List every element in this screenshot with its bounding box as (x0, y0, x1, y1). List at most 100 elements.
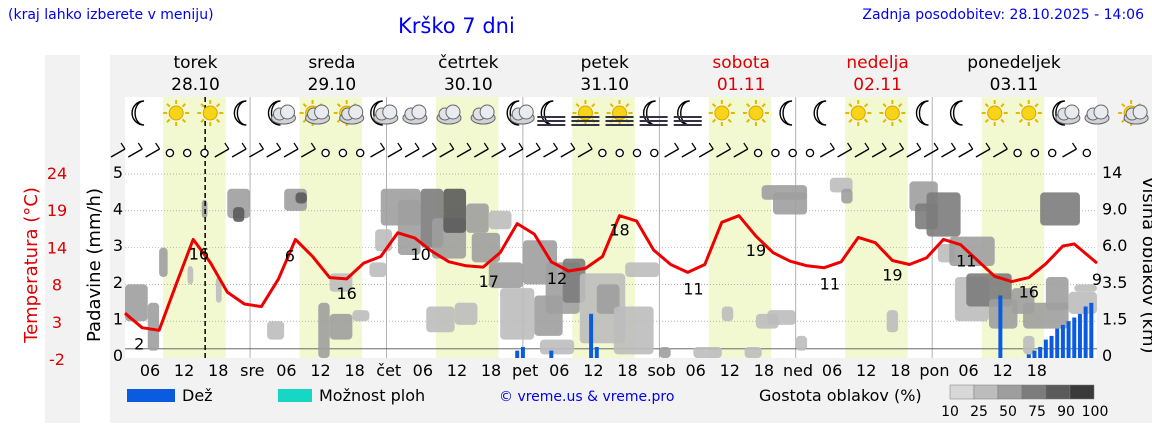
day-name: sreda (308, 53, 355, 73)
y-left-tick: 24 (47, 164, 67, 183)
menu-hint[interactable]: (kraj lahko izberete v meniju) (8, 7, 214, 23)
y-precip-axis-label: Padavine (mm/h) (84, 188, 105, 342)
cloud-shape (445, 104, 461, 120)
wind-barb-icon (975, 148, 991, 158)
wind-barb-icon (1072, 142, 1077, 150)
wind-barb-icon (276, 142, 282, 150)
y-precip-tick: 3 (113, 236, 123, 255)
wind-barb-icon (370, 148, 385, 158)
y-right-axis-label: Višina oblakov (km) (1138, 176, 1152, 353)
cloud-density-block (596, 284, 620, 314)
wind-barb-icon (300, 148, 316, 158)
sun-ray (166, 118, 171, 123)
wind-barb-icon (266, 148, 282, 158)
shower-legend-swatch (278, 389, 312, 402)
wind-barb-icon (110, 148, 126, 158)
wind-calm-icon (805, 148, 815, 158)
density-legend-tick: 100 (1082, 404, 1109, 420)
x-tick-label: 06 (140, 361, 160, 380)
wind-barb-icon (145, 148, 160, 158)
wind-barb-icon (906, 148, 922, 158)
sun-disc (884, 105, 900, 121)
x-tick-label: 06 (549, 361, 569, 380)
wind-barb-icon (847, 142, 853, 150)
wind-barb-icon (992, 148, 1008, 158)
temperature-point-label: 12 (547, 269, 567, 288)
wind-barb-icon (439, 148, 455, 158)
cloud-density-block (744, 346, 762, 358)
wind-barb-icon (889, 148, 904, 158)
temperature-point-label: 11 (683, 279, 703, 298)
wind-barb-icon (941, 148, 956, 158)
rain-legend-label: Dež (182, 386, 213, 405)
x-tick-label: 12 (720, 361, 740, 380)
cloud-density-block (397, 199, 421, 255)
sun-ray (848, 118, 853, 123)
x-tick-label: ned (783, 361, 813, 380)
wind-barb-icon (543, 148, 558, 158)
cloud-density-block (201, 199, 208, 219)
cloud-density-block (795, 335, 808, 351)
wind-barb-icon (864, 142, 870, 150)
wind-barb-icon (414, 142, 420, 150)
wind-barb-icon (716, 148, 731, 158)
wind-calm-icon (1082, 148, 1092, 158)
wind-calm-icon (615, 148, 624, 158)
x-tick-label: 18 (344, 361, 364, 380)
wind-barb-icon (1002, 142, 1008, 150)
x-tick-label: 06 (276, 361, 296, 380)
wind-barb-icon (871, 148, 887, 158)
wind-barb-icon (743, 142, 749, 150)
sun-icon (879, 100, 906, 126)
wind-barb-icon (577, 148, 593, 158)
sun-cloud-icon (299, 100, 331, 126)
sun-ray (609, 103, 614, 108)
wind-calm-icon (338, 148, 348, 158)
cloud-density-block (267, 321, 285, 340)
day-date: 30.10 (444, 75, 493, 95)
daytime-band (299, 97, 363, 358)
wind-barb-icon (120, 142, 126, 150)
y-left-tick: 19 (47, 201, 67, 220)
x-tick-label: 06 (413, 361, 433, 380)
left-panel (45, 55, 80, 423)
sun-ray (575, 103, 580, 108)
x-tick-label: 18 (1027, 361, 1047, 380)
y-left-tick: 8 (52, 276, 62, 295)
cloud-density-block (693, 346, 722, 358)
moon-cloud-icon (506, 100, 535, 126)
wind-barb-icon (553, 142, 558, 150)
wind-barb-icon (819, 148, 835, 158)
temperature-point-label: 11 (956, 252, 976, 271)
wind-calm-icon (788, 148, 797, 158)
cloud-density-block (1074, 284, 1097, 292)
shower-legend-label: Možnost ploh (319, 386, 425, 405)
x-tick-label: 18 (890, 361, 910, 380)
x-tick-label: 12 (992, 361, 1012, 380)
cloud-shape (382, 104, 398, 120)
sun-ray (898, 118, 903, 123)
cloud-shape (1093, 104, 1109, 120)
y-right-tick: 6.0 (1102, 236, 1127, 255)
moon-cloud-icon (267, 100, 296, 126)
wind-calm-icon (321, 148, 330, 158)
sun-ray (215, 103, 221, 108)
sun-ray (1000, 103, 1005, 108)
sun-disc (850, 105, 866, 121)
sun-ray (200, 118, 205, 123)
cloud-icon (402, 104, 428, 125)
wind-barb-icon (733, 148, 749, 158)
daytime-band (163, 97, 226, 358)
wind-barb-icon (587, 142, 593, 150)
sun-disc (168, 105, 184, 121)
y-left-tick: 14 (47, 238, 67, 257)
temperature-line (124, 214, 1098, 332)
wind-calm-icon (182, 148, 192, 158)
temperature-point-label: 16 (337, 284, 357, 303)
sun-ray (746, 118, 751, 123)
sun-disc (987, 105, 1003, 121)
cloud-shape (1064, 104, 1080, 120)
y-left-axis-label: Temperatura (°C) (21, 187, 42, 344)
rain-bar (1038, 346, 1043, 358)
